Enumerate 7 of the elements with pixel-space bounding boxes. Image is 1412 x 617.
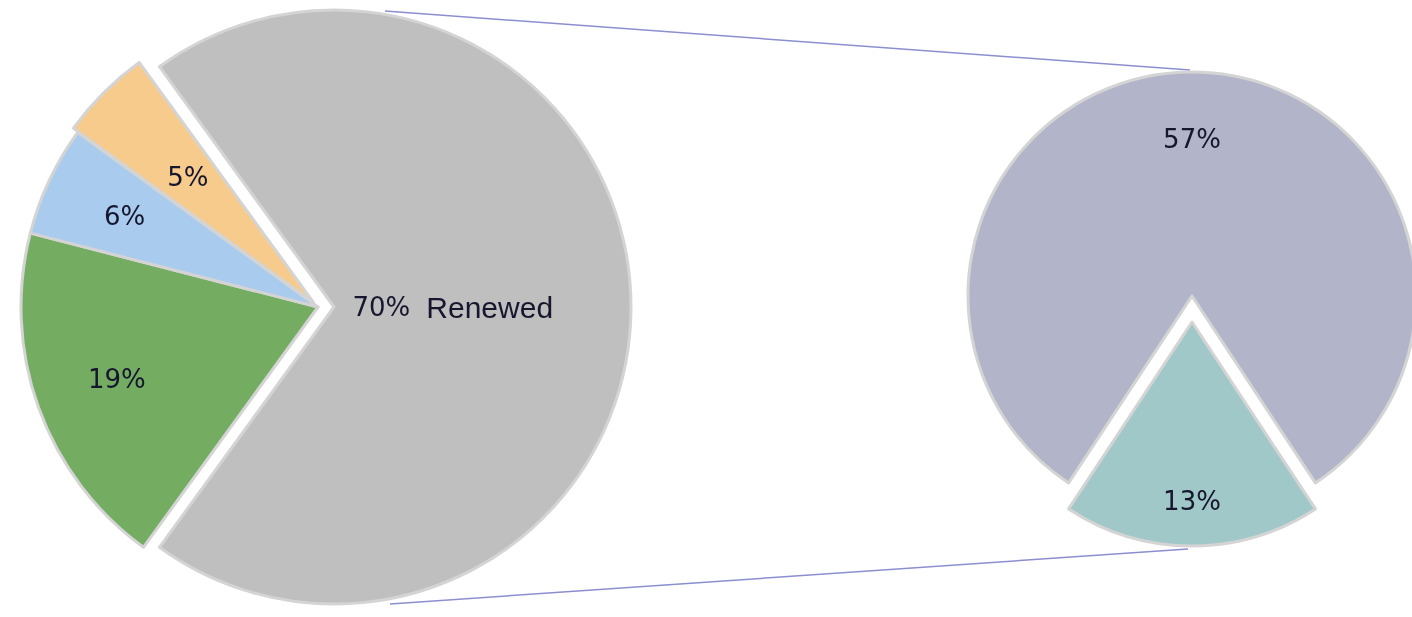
data-label: 6% bbox=[103, 200, 146, 231]
data-label: 5% bbox=[167, 161, 209, 192]
data-label: 13% bbox=[1163, 486, 1221, 517]
slice-label: Renewed bbox=[426, 290, 554, 324]
data-label: 19% bbox=[87, 364, 146, 395]
data-label: 70% bbox=[352, 292, 411, 322]
data-label: 57% bbox=[1163, 124, 1221, 155]
